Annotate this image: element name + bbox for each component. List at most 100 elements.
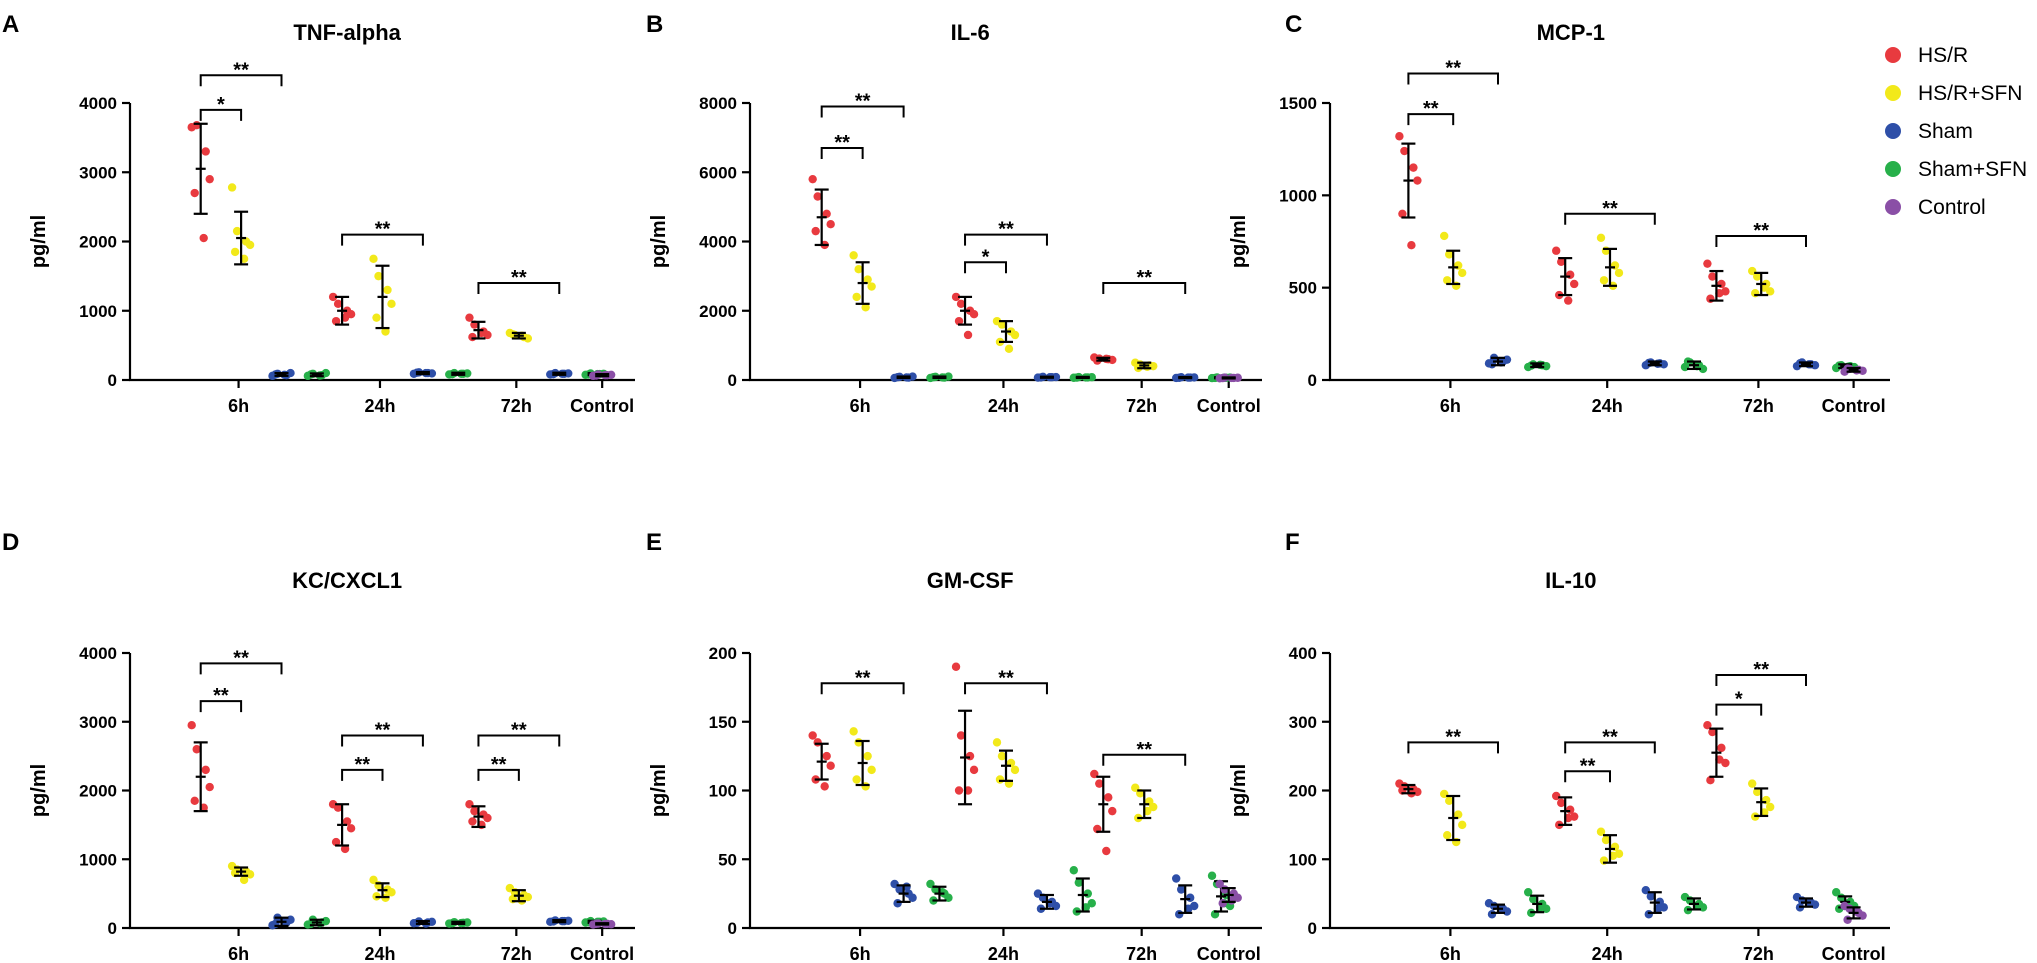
group-sham: [1033, 889, 1061, 913]
x-tick-label: 6h: [850, 396, 871, 416]
y-tick-label: 500: [1289, 279, 1317, 298]
group-hs-r-sfn: [849, 251, 876, 312]
group-control: [1840, 364, 1867, 376]
group-sham: [1484, 899, 1512, 919]
data-point: [826, 761, 835, 770]
x-tick-label: 24h: [364, 944, 395, 963]
group-sham: [409, 368, 437, 378]
legend-label: HS/R: [1918, 44, 1968, 67]
data-point: [1748, 779, 1757, 788]
data-point: [1407, 240, 1416, 250]
group-hs-r: [465, 800, 492, 830]
significance-bracket: [820, 147, 864, 160]
group-control: [588, 919, 616, 929]
y-tick-label: 0: [108, 371, 117, 390]
group-hs-r: [951, 662, 979, 806]
data-point: [867, 765, 876, 775]
y-tick-label: 3000: [79, 713, 117, 732]
panel-a: A TNF-alpha 0 1000 2000 3000 4000 pg/ml 6h 24h 72h…: [2, 11, 635, 416]
data-point: [951, 662, 961, 671]
data-point: [1753, 787, 1762, 797]
significance-label: **: [855, 667, 871, 689]
x-tick-label: Control: [1197, 944, 1261, 963]
significance-bracket: [1564, 770, 1611, 783]
y-tick-label: 150: [709, 713, 737, 732]
data-point: [1843, 915, 1852, 924]
group-hs-r-sfn: [1748, 266, 1775, 298]
group-sham-sfn: [1524, 888, 1551, 918]
group-hs-r: [951, 292, 979, 340]
group-sham-sfn: [1069, 866, 1097, 916]
y-tick-label: 2000: [699, 302, 737, 321]
x-tick-label: 6h: [850, 944, 871, 963]
data-point: [1766, 287, 1775, 296]
group-hs-r: [808, 174, 835, 250]
group-sham: [1641, 885, 1669, 919]
data-point: [826, 219, 835, 229]
group-hs-r: [1703, 259, 1730, 303]
group-hs-r-sfn: [1596, 827, 1624, 865]
data-point: [1149, 802, 1158, 812]
data-point: [992, 738, 1002, 747]
y-tick-label: 400: [1289, 644, 1317, 663]
legend-swatch: [1885, 199, 1901, 215]
data-point: [331, 837, 341, 847]
significance-label: **: [998, 667, 1014, 689]
data-point: [1010, 765, 1020, 775]
y-axis-label: pg/ml: [648, 215, 670, 268]
group-hs-r-sfn: [992, 316, 1020, 354]
data-point: [1529, 894, 1538, 904]
data-point: [346, 824, 356, 833]
data-point: [969, 310, 979, 319]
group-hs-r: [465, 313, 492, 342]
data-point: [1708, 727, 1717, 737]
group-hs-r-sfn: [505, 328, 533, 343]
y-tick-label: 1000: [79, 850, 117, 869]
group-sham: [1641, 358, 1669, 370]
data-point: [230, 247, 240, 257]
group-sham: [268, 368, 295, 381]
data-point: [861, 303, 870, 312]
significance-bracket: [477, 282, 561, 295]
chart-title: TNF-alpha: [293, 20, 401, 45]
y-axis-label: pg/ml: [28, 764, 50, 817]
data-point: [1487, 910, 1497, 919]
group-sham-sfn: [303, 915, 331, 929]
data-point: [342, 817, 352, 826]
significance-label: **: [1423, 98, 1439, 120]
group-hs-r-sfn: [1440, 789, 1467, 847]
significance-bracket: [1715, 674, 1807, 686]
significance-bracket: [199, 662, 283, 675]
data-point: [1010, 330, 1020, 340]
panel-e: E GM-CSF 0 50 100 150 200 pg/ml 6h 24h 72h Control *…: [646, 529, 1262, 963]
significance-label: **: [213, 685, 229, 707]
data-point: [1708, 272, 1717, 281]
group-hs-r: [1395, 779, 1422, 798]
data-point: [1596, 827, 1606, 836]
data-point: [1190, 373, 1199, 382]
data-point: [965, 751, 975, 761]
significance-label: **: [834, 132, 850, 154]
data-point: [863, 275, 872, 284]
group-hs-r-sfn: [1596, 233, 1624, 291]
data-point: [1413, 176, 1422, 185]
data-point: [239, 875, 249, 885]
panel-f: F IL-10 0 100 200 300 400 pg/ml 6h 24h 72h Control *…: [1228, 529, 1890, 963]
group-control: [1215, 879, 1242, 908]
data-point: [1557, 798, 1566, 808]
group-hs-r-sfn: [369, 254, 396, 336]
data-point: [1706, 775, 1715, 785]
data-point: [387, 299, 396, 309]
data-point: [1599, 276, 1609, 285]
data-point: [969, 765, 979, 775]
legend-label: HS/R+SFN: [1918, 82, 2022, 105]
data-point: [1454, 810, 1463, 819]
significance-bracket: [199, 700, 243, 713]
data-point: [863, 751, 872, 761]
x-tick-label: 72h: [1126, 396, 1157, 416]
legend: HS/R HS/R+SFN Sham Sham+SFN Control: [1885, 44, 2027, 219]
group-sham: [1172, 373, 1199, 383]
data-point: [1233, 373, 1242, 382]
group-hs-r: [187, 720, 214, 813]
y-tick-label: 2000: [79, 782, 117, 801]
